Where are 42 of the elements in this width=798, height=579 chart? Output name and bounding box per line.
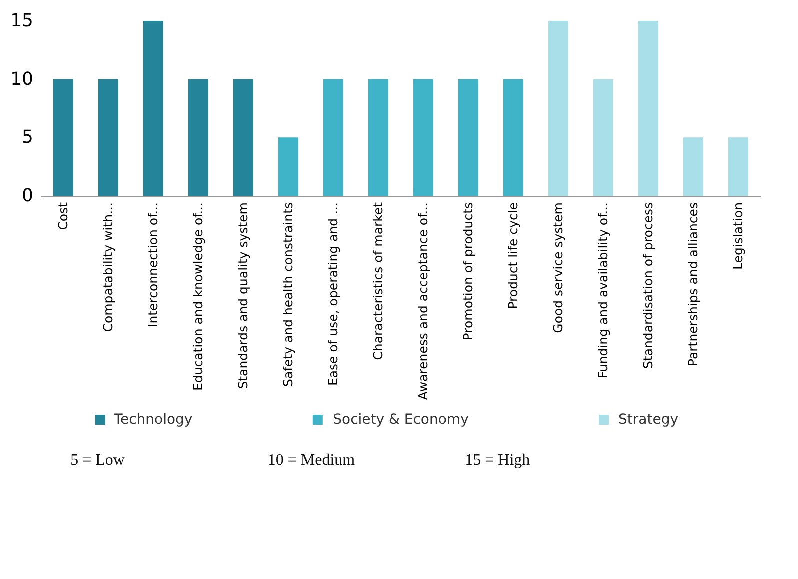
legend-label: Technology [113, 412, 193, 428]
x-tick-label: Standards and quality system [236, 202, 250, 390]
bar [548, 21, 568, 196]
x-tick-label: Ease of use, operating and ... [326, 202, 340, 386]
x-tick-label: Promotion of products [460, 202, 476, 341]
bar [324, 79, 344, 196]
y-tick-label: 5 [22, 127, 34, 148]
text: 15 = High [465, 452, 530, 469]
bar [414, 79, 434, 196]
legend-label: Strategy [618, 412, 678, 428]
bar [234, 79, 254, 196]
x-tick-label: Safety and health constraints [280, 202, 296, 387]
text: 10 = Medium [268, 452, 356, 469]
x-tick-label: Funding and availability of... [596, 202, 610, 379]
y-tick-label: 0 [22, 186, 34, 206]
bar [98, 79, 118, 196]
bar [144, 21, 164, 196]
bar [638, 21, 658, 196]
x-tick-label: Awareness and acceptance of... [416, 202, 430, 400]
bar [54, 79, 74, 196]
legend-label: Society & Economy [333, 412, 469, 428]
bar [458, 79, 478, 196]
x-tick-label: Compatability with... [100, 202, 116, 332]
bar [368, 79, 388, 196]
bar [188, 79, 208, 196]
x-tick-label: Product life cycle [506, 202, 520, 310]
x-tick-label: Standardisation of process [640, 202, 656, 369]
bar [684, 138, 704, 196]
x-tick-label: Good service system [550, 202, 566, 334]
bar [504, 79, 524, 196]
x-tick-label: Education and knowledge of... [190, 202, 206, 391]
x-tick-label: Interconnection of... [146, 202, 160, 328]
x-tick-label: Cost [56, 202, 70, 230]
x-tick-label: Characteristics of market [370, 202, 386, 360]
x-tick-label: Legislation [730, 202, 746, 270]
y-tick-label: 15 [10, 10, 34, 32]
bar [278, 138, 298, 196]
text: 5 = Low [70, 452, 126, 469]
y-tick-label: 10 [10, 68, 34, 90]
x-tick-label: Partnerships and alliances [686, 202, 700, 366]
bar [728, 138, 748, 196]
bar [594, 79, 614, 196]
